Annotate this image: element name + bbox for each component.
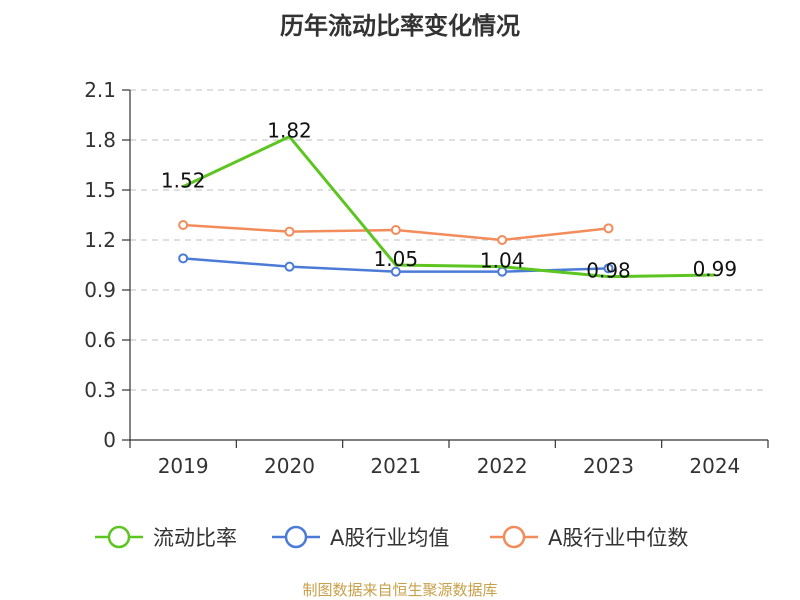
x-tick-label: 2024 — [689, 454, 740, 478]
y-axis-labels: 0 0.3 0.6 0.9 1.2 1.5 1.8 2.1 — [84, 78, 116, 452]
y-tick-label: 1.8 — [84, 128, 116, 152]
data-labels: 1.52 1.82 1.05 1.04 0.98 0.99 — [161, 119, 737, 283]
data-label: 1.82 — [267, 119, 312, 143]
data-point — [178, 253, 189, 264]
data-point — [284, 261, 295, 272]
gridlines — [130, 89, 768, 391]
y-tick-label: 0.3 — [84, 378, 116, 402]
series-line — [182, 135, 715, 279]
chart-title: 历年流动比率变化情况 — [280, 12, 520, 40]
legend-marker — [284, 525, 308, 549]
legend-label: A股行业中位数 — [548, 526, 688, 550]
x-tick-label: 2020 — [264, 454, 315, 478]
axes — [122, 89, 769, 448]
y-tick-label: 2.1 — [84, 78, 116, 102]
x-tick-label: 2019 — [158, 454, 209, 478]
data-label: 0.98 — [586, 259, 631, 283]
data-point — [603, 223, 614, 234]
data-point — [390, 266, 401, 277]
legend-label: 流动比率 — [153, 526, 237, 550]
legend-label: A股行业均值 — [330, 526, 449, 550]
y-tick-label: 0.9 — [84, 278, 116, 302]
x-tick-label: 2022 — [477, 454, 528, 478]
y-tick-label: 0.6 — [84, 328, 116, 352]
data-label: 1.05 — [374, 247, 419, 271]
series-lines — [178, 135, 715, 279]
x-axis-labels: 2019 2020 2021 2022 2023 2024 — [158, 454, 741, 478]
data-label: 1.04 — [480, 249, 525, 273]
x-tick-label: 2023 — [583, 454, 634, 478]
data-point — [284, 226, 295, 237]
data-point — [497, 235, 508, 245]
data-label: 1.52 — [161, 169, 206, 193]
y-tick-label: 0 — [103, 428, 116, 452]
data-label: 0.99 — [693, 257, 738, 281]
legend-marker — [107, 525, 131, 549]
legend-marker — [502, 525, 526, 549]
data-point — [603, 263, 614, 274]
data-point — [390, 225, 401, 235]
data-point — [178, 220, 189, 230]
legend: 流动比率 A股行业均值 A股行业中位数 — [95, 525, 688, 550]
x-tick-label: 2021 — [370, 454, 421, 478]
source-note: 制图数据来自恒生聚源数据库 — [302, 581, 497, 599]
y-tick-label: 1.2 — [84, 228, 116, 252]
y-tick-label: 1.5 — [84, 178, 116, 202]
